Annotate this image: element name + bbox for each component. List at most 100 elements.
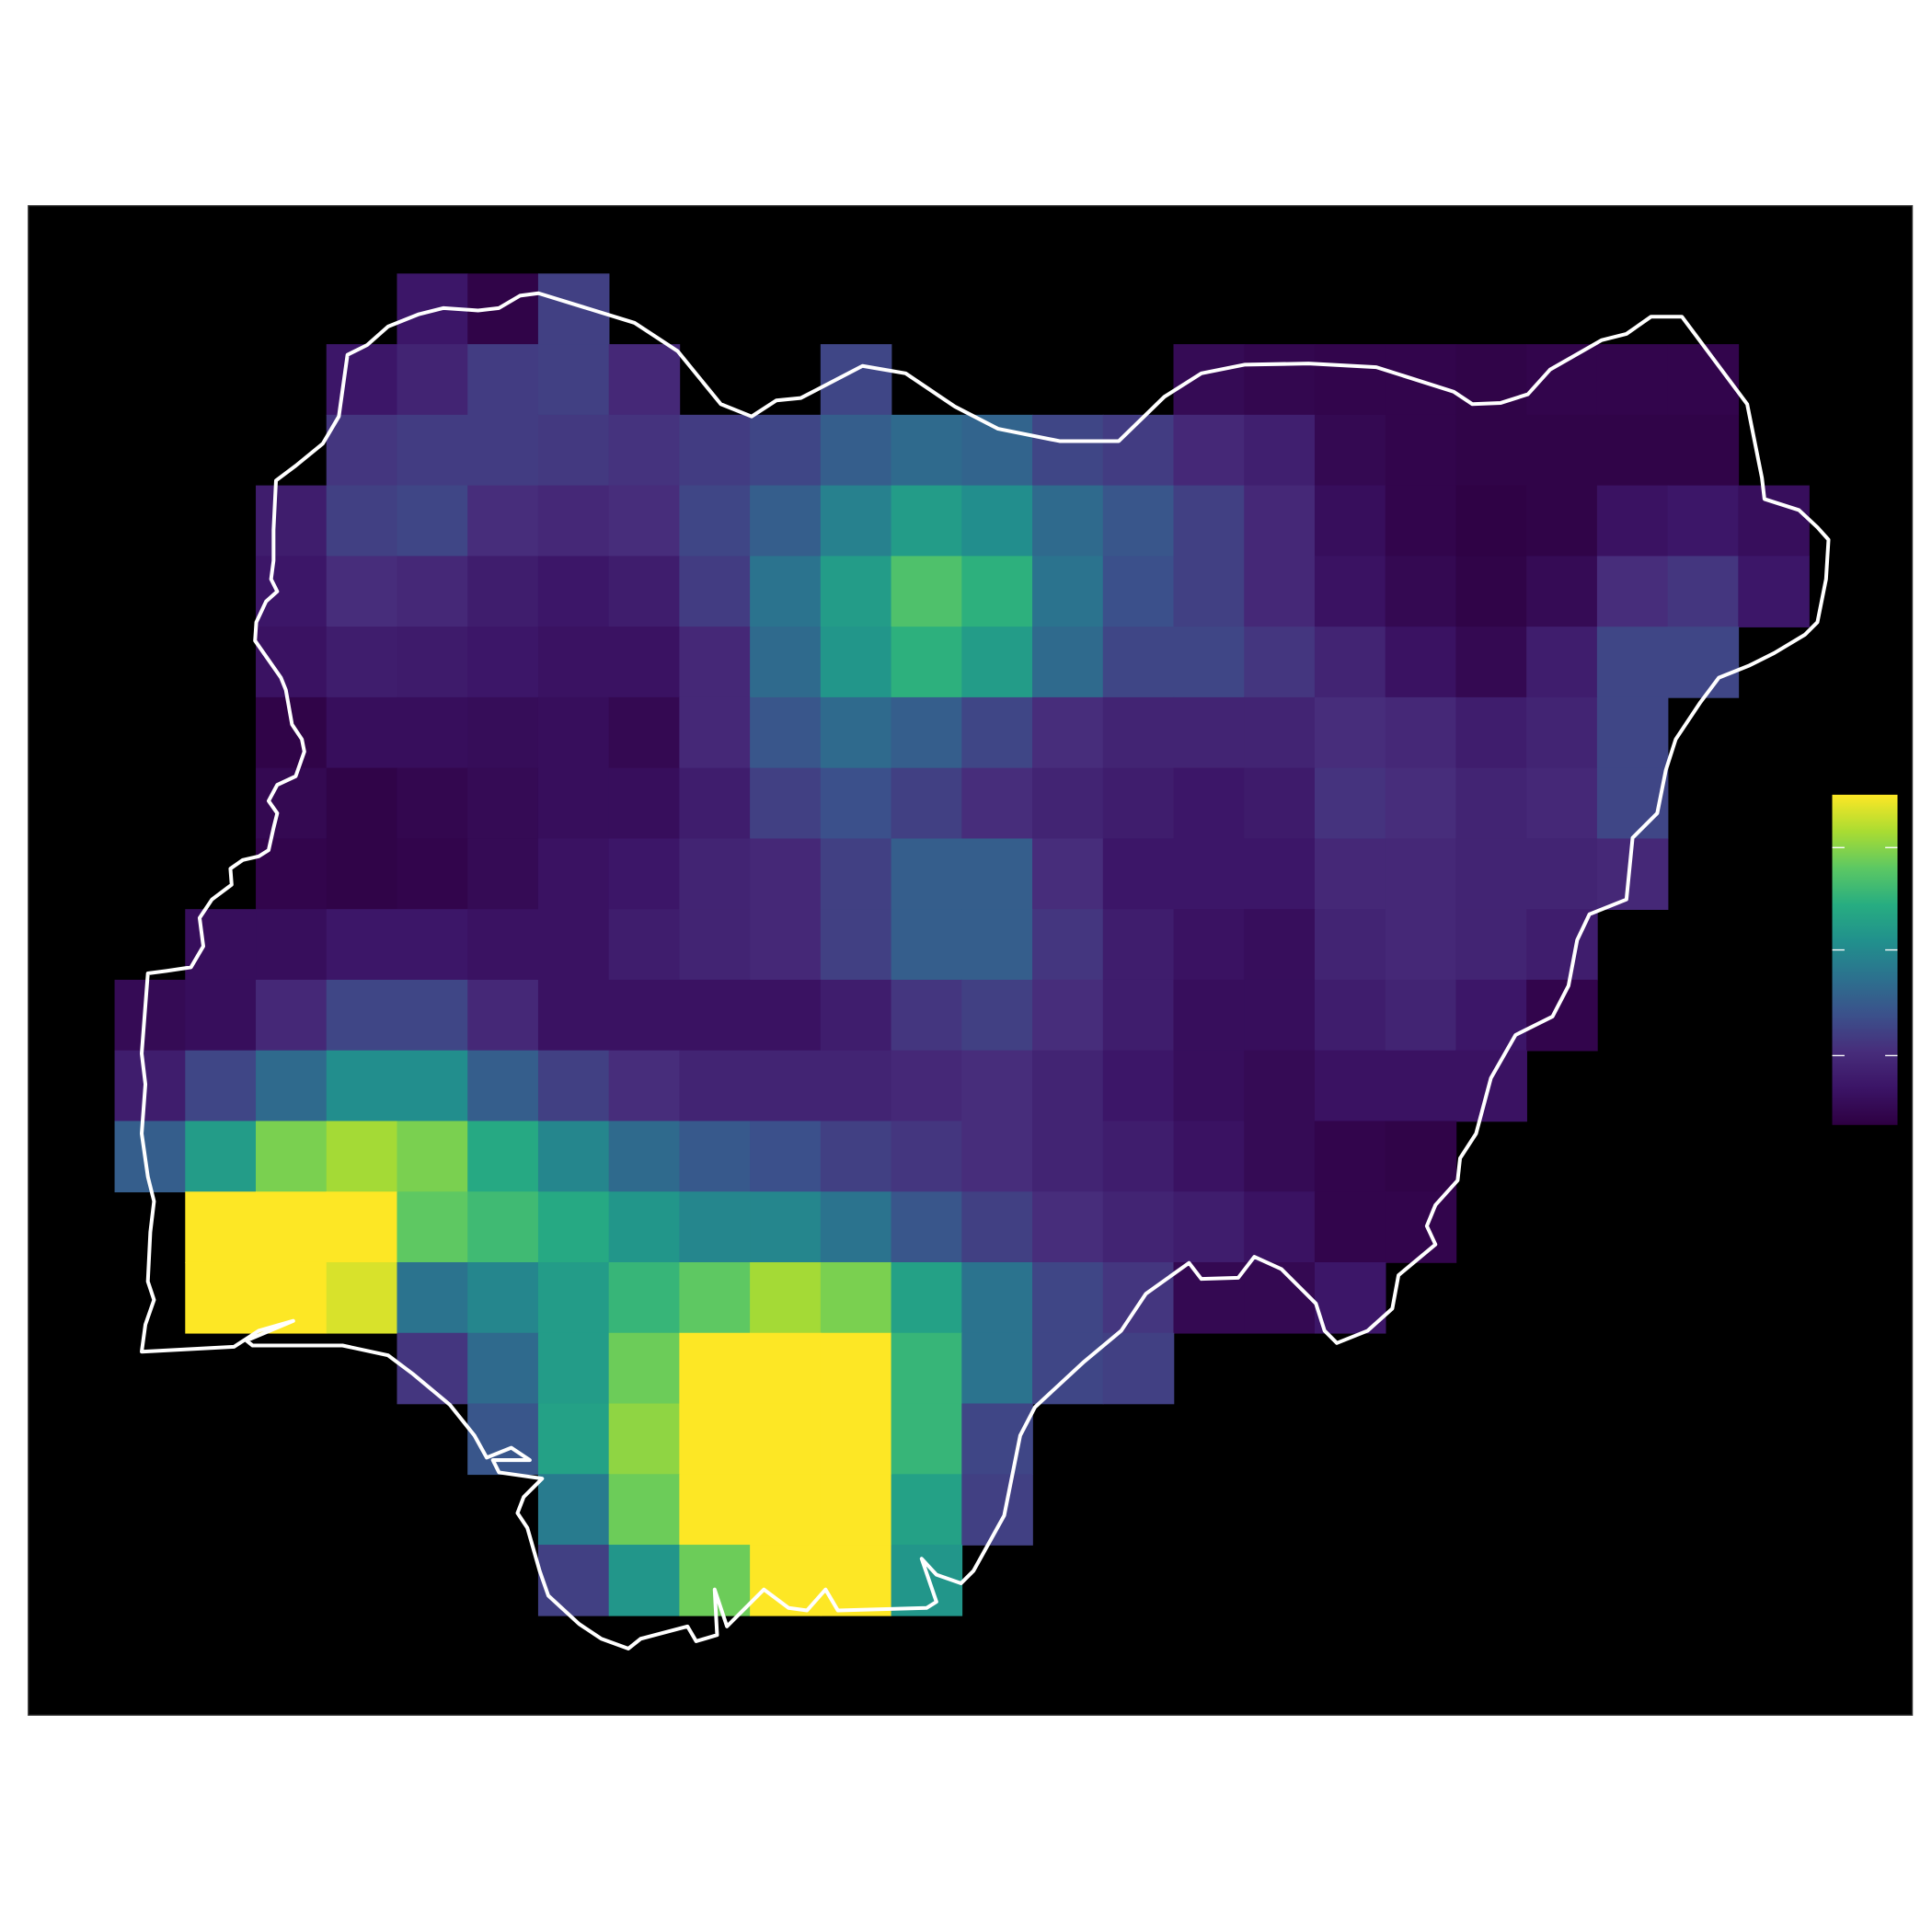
heat-cell	[820, 909, 892, 981]
heat-cell	[1667, 414, 1740, 487]
heat-cell	[537, 1121, 610, 1193]
heat-cell	[467, 344, 539, 416]
heat-cell	[961, 556, 1033, 627]
heat-cell	[961, 414, 1033, 487]
heat-cell	[1455, 485, 1527, 558]
heat-cell	[1526, 627, 1598, 698]
heat-cell	[1102, 627, 1175, 698]
heat-cell	[467, 1403, 539, 1476]
heat-cell	[961, 1050, 1033, 1122]
heat-cell	[1032, 414, 1104, 487]
heat-cell	[679, 1050, 751, 1122]
heat-cell	[1173, 556, 1246, 627]
heat-cell	[326, 1050, 398, 1122]
heat-cell	[1385, 979, 1457, 1052]
heat-cell	[1173, 1191, 1246, 1263]
heat-cell	[1244, 1261, 1316, 1334]
heat-cell	[961, 1121, 1033, 1193]
heat-cell	[1102, 1332, 1175, 1405]
heat-cell	[326, 1191, 398, 1263]
heat-cell	[256, 696, 328, 769]
heat-cell	[608, 485, 681, 558]
heat-cell	[608, 1191, 681, 1263]
heat-cell	[608, 838, 681, 910]
heat-cell	[397, 485, 469, 558]
heat-cell	[467, 909, 539, 981]
heat-cell	[679, 556, 751, 627]
heat-cell	[820, 1121, 892, 1193]
heat-cell	[185, 1191, 257, 1263]
heat-cell	[1244, 838, 1316, 910]
heat-cell	[1385, 1050, 1457, 1122]
heat-cell	[326, 696, 398, 769]
heat-cell	[1314, 556, 1386, 627]
heat-cell	[961, 1261, 1033, 1334]
heat-cell	[820, 556, 892, 627]
heat-cell	[608, 344, 681, 416]
heat-cell	[1173, 909, 1246, 981]
heat-cell	[1596, 696, 1669, 769]
heat-cell	[1385, 556, 1457, 627]
heat-cell	[1526, 414, 1598, 487]
heat-cell	[679, 414, 751, 487]
heat-cell	[891, 1474, 963, 1546]
heat-cell	[1173, 627, 1246, 698]
heat-cell	[467, 696, 539, 769]
heat-cell	[1032, 838, 1104, 910]
heat-cell	[820, 414, 892, 487]
heat-cell	[820, 485, 892, 558]
heat-cell	[537, 485, 610, 558]
heat-cell	[326, 485, 398, 558]
heat-cell	[467, 1121, 539, 1193]
heat-cell	[1102, 696, 1175, 769]
heat-cell	[820, 1050, 892, 1122]
heat-cell	[891, 767, 963, 840]
heat-cell	[608, 1474, 681, 1546]
heat-cell	[891, 556, 963, 627]
heat-cell	[750, 1403, 822, 1476]
heat-cell	[537, 273, 610, 345]
heat-cell	[1385, 1191, 1457, 1263]
heat-cell	[961, 838, 1033, 910]
heat-cell	[1667, 485, 1740, 558]
heat-cell	[256, 909, 328, 981]
heat-cell	[750, 485, 822, 558]
heat-cell	[608, 414, 681, 487]
heat-cell	[1455, 979, 1527, 1052]
heat-cell	[820, 1191, 892, 1263]
heat-cell	[891, 485, 963, 558]
heat-cell	[326, 979, 398, 1052]
heat-cell	[820, 344, 892, 416]
heat-cell	[1385, 627, 1457, 698]
heat-cell	[397, 627, 469, 698]
heat-cell	[1738, 556, 1810, 627]
heat-cell	[326, 627, 398, 698]
heat-cell	[1596, 414, 1669, 487]
heat-cell	[1596, 627, 1669, 698]
heat-cell	[1173, 979, 1246, 1052]
heat-cell	[1244, 344, 1316, 416]
heat-cell	[820, 1332, 892, 1405]
heat-cell	[820, 979, 892, 1052]
heat-cell	[1244, 1191, 1316, 1263]
heat-cell	[679, 1191, 751, 1263]
heat-cell	[326, 414, 398, 487]
heat-cell	[1667, 556, 1740, 627]
heat-cell	[1526, 556, 1598, 627]
heat-cell	[1385, 1121, 1457, 1193]
heat-cell	[750, 767, 822, 840]
heat-cell	[608, 1121, 681, 1193]
heat-cell	[537, 909, 610, 981]
heat-cell	[820, 627, 892, 698]
heat-cell	[397, 767, 469, 840]
heat-cell	[467, 838, 539, 910]
country-outline	[140, 291, 1831, 1650]
heat-cell	[326, 767, 398, 840]
heat-cell	[891, 1261, 963, 1334]
heat-cell	[467, 1261, 539, 1334]
heat-cell	[679, 1332, 751, 1405]
heat-cell	[467, 1332, 539, 1405]
heat-cell	[1244, 909, 1316, 981]
heat-cell	[1314, 344, 1386, 416]
heat-cell	[608, 627, 681, 698]
